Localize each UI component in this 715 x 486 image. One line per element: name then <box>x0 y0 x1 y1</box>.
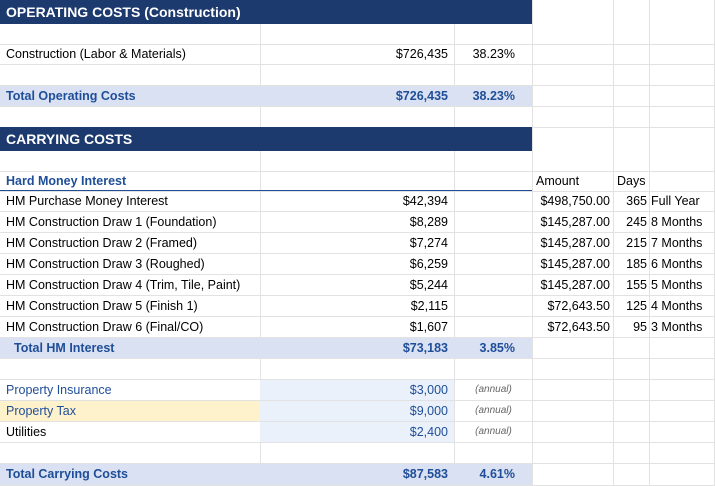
hm-row-base: $145,287.00 <box>540 278 610 292</box>
construction-amount: $726,435 <box>395 47 448 61</box>
hm-row-period: 3 Months <box>651 320 703 334</box>
hm-row-days: 155 <box>626 278 647 292</box>
hm-row-days: 245 <box>626 215 647 229</box>
total-operating-label: Total Operating Costs <box>6 89 136 103</box>
total-hm-row[interactable]: Total HM Interest $73,183 3.85% <box>0 338 715 359</box>
hm-row-base: $145,287.00 <box>540 257 610 271</box>
total-hm-pct: 3.85% <box>479 341 515 355</box>
annual-note: (annual) <box>475 405 512 416</box>
empty-row <box>0 443 715 464</box>
hm-title: Hard Money Interest <box>6 174 127 188</box>
table-row[interactable]: HM Purchase Money Interest $42,394 $498,… <box>0 191 715 212</box>
property-insurance-row[interactable]: Property Insurance $3,000 (annual) <box>0 380 715 401</box>
total-operating-amount: $726,435 <box>395 89 448 103</box>
table-row[interactable]: HM Construction Draw 5 (Finish 1) $2,115… <box>0 296 715 317</box>
hm-row-amount: $8,289 <box>409 215 448 229</box>
days-col-header: Days <box>617 174 646 188</box>
hm-row-amount: $2,115 <box>410 299 448 313</box>
table-row[interactable]: HM Construction Draw 1 (Foundation) $8,2… <box>0 212 715 233</box>
hm-row-label: HM Construction Draw 1 (Foundation) <box>6 215 217 229</box>
total-operating-row[interactable]: Total Operating Costs $726,435 38.23% <box>0 86 715 107</box>
empty-row <box>0 359 715 380</box>
table-row[interactable]: HM Construction Draw 4 (Trim, Tile, Pain… <box>0 275 715 296</box>
hm-row-days: 185 <box>626 257 647 271</box>
hm-row-amount: $5,244 <box>409 278 448 292</box>
hm-row-period: 6 Months <box>651 257 703 271</box>
property-insurance-amount[interactable]: $3,000 <box>409 383 448 397</box>
hm-row-label: HM Construction Draw 5 (Finish 1) <box>6 299 198 313</box>
total-carrying-pct: 4.61% <box>479 467 515 481</box>
table-row[interactable]: HM Construction Draw 6 (Final/CO) $1,607… <box>0 317 715 338</box>
hm-row-label: HM Construction Draw 6 (Final/CO) <box>6 320 204 334</box>
hm-row-base: $145,287.00 <box>540 236 610 250</box>
hm-row-period: 5 Months <box>651 278 703 292</box>
construction-row[interactable]: Construction (Labor & Materials) $726,43… <box>0 44 715 65</box>
hm-row-amount: $7,274 <box>409 236 448 250</box>
total-operating-pct: 38.23% <box>472 89 515 103</box>
annual-note: (annual) <box>475 384 512 395</box>
utilities-amount[interactable]: $2,400 <box>409 425 448 439</box>
property-insurance-label: Property Insurance <box>6 383 112 397</box>
property-tax-row[interactable]: Property Tax $9,000 (annual) <box>0 401 715 422</box>
hm-row-label: HM Construction Draw 4 (Trim, Tile, Pain… <box>6 278 241 292</box>
hm-row-label: HM Construction Draw 3 (Roughed) <box>6 257 205 271</box>
hm-row-label: HM Construction Draw 2 (Framed) <box>6 236 198 250</box>
utilities-label: Utilities <box>6 425 47 439</box>
amount-col-header: Amount <box>536 174 580 188</box>
total-hm-label: Total HM Interest <box>14 341 115 355</box>
annual-note: (annual) <box>475 426 512 437</box>
hm-row-amount: $6,259 <box>409 257 448 271</box>
hm-row-period: Full Year <box>651 194 700 208</box>
carrying-costs-header: CARRYING COSTS <box>0 127 532 151</box>
hm-title-row: Hard Money Interest Amount Days <box>0 171 715 192</box>
hm-row-amount: $42,394 <box>402 194 448 208</box>
hm-row-days: 125 <box>626 299 647 313</box>
total-carrying-row[interactable]: Total Carrying Costs $87,583 4.61% <box>0 464 715 486</box>
property-tax-label: Property Tax <box>6 404 76 418</box>
hm-row-base: $72,643.50 <box>547 299 610 313</box>
empty-row <box>0 65 715 86</box>
hm-row-amount: $1,607 <box>409 320 448 334</box>
empty-row <box>0 107 715 128</box>
total-carrying-label: Total Carrying Costs <box>6 467 129 481</box>
empty-row <box>0 24 715 45</box>
total-carrying-amount: $87,583 <box>402 467 448 481</box>
hm-row-days: 215 <box>626 236 647 250</box>
operating-costs-header: OPERATING COSTS (Construction) <box>0 0 532 24</box>
hm-row-period: 7 Months <box>651 236 703 250</box>
empty-row <box>0 151 715 172</box>
total-hm-amount: $73,183 <box>402 341 448 355</box>
construction-pct: 38.23% <box>472 47 515 61</box>
table-row[interactable]: HM Construction Draw 3 (Roughed) $6,259 … <box>0 254 715 275</box>
hm-row-base: $145,287.00 <box>540 215 610 229</box>
property-tax-amount[interactable]: $9,000 <box>409 404 448 418</box>
hm-row-days: 365 <box>626 194 647 208</box>
utilities-row[interactable]: Utilities $2,400 (annual) <box>0 422 715 443</box>
hm-row-period: 4 Months <box>651 299 703 313</box>
construction-label: Construction (Labor & Materials) <box>6 47 186 61</box>
hm-row-base: $498,750.00 <box>540 194 610 208</box>
hm-row-days: 95 <box>633 320 647 334</box>
table-row[interactable]: HM Construction Draw 2 (Framed) $7,274 $… <box>0 233 715 254</box>
hm-row-base: $72,643.50 <box>547 320 610 334</box>
hm-row-period: 8 Months <box>651 215 703 229</box>
hm-row-label: HM Purchase Money Interest <box>6 194 168 208</box>
